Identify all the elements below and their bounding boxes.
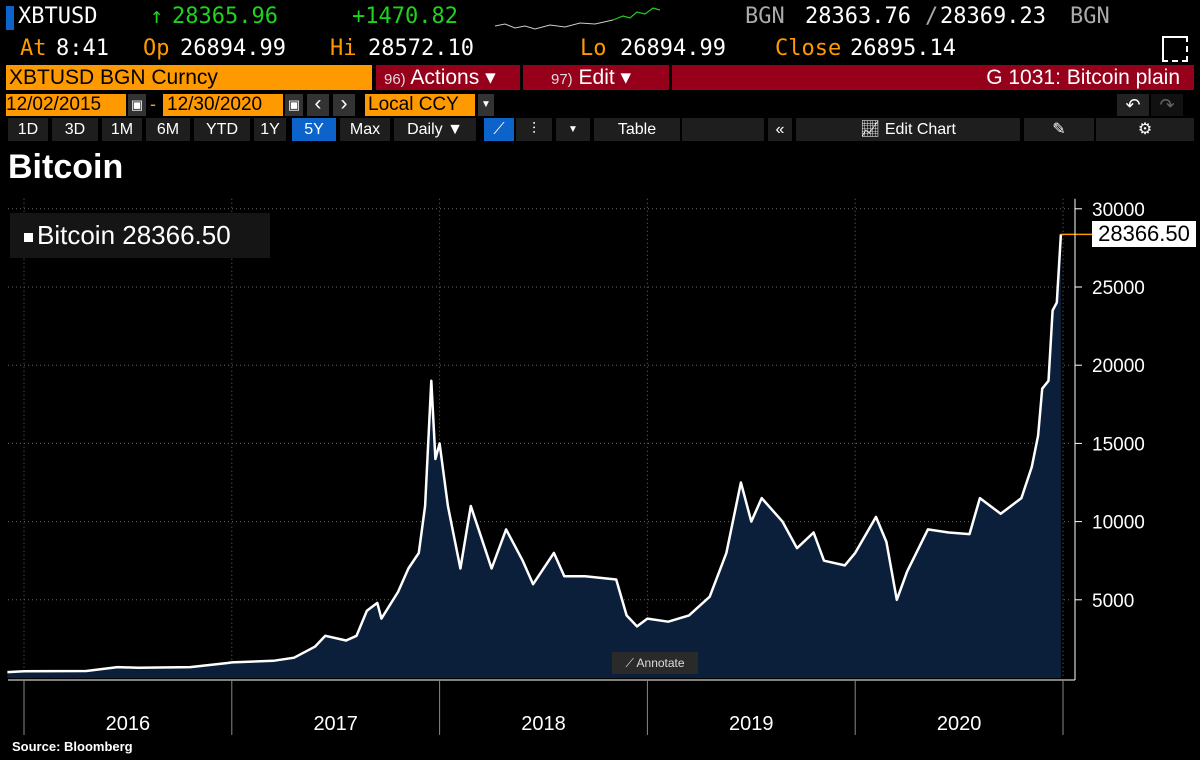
redo-icon[interactable]: ↷ <box>1151 94 1183 116</box>
period-6m[interactable]: 6M <box>146 118 190 141</box>
calendar-icon[interactable]: ▣ <box>128 94 146 116</box>
settings-gear-icon[interactable]: ⚙ <box>1096 118 1194 141</box>
period-1y[interactable]: 1Y <box>254 118 286 141</box>
chart-title: Bitcoin <box>8 148 124 186</box>
low-value: 26894.99 <box>620 36 726 61</box>
chart-name: G 1031: Bitcoin plain <box>672 65 1194 90</box>
x-tick-label: 2018 <box>521 713 566 735</box>
x-tick-label: 2017 <box>313 713 358 735</box>
y-tick-label: 25000 <box>1092 278 1145 299</box>
edit-number: 97) <box>551 71 573 88</box>
table-button[interactable]: Table <box>594 118 680 141</box>
date-dash: - <box>150 94 156 114</box>
collapse-button[interactable]: « <box>768 118 792 141</box>
open-value: 26894.99 <box>180 36 286 61</box>
last-value-label: 28366.50 <box>1092 221 1196 247</box>
price-chart: 5000 10000 15000 20000 25000 30000 2016 2017 201… <box>7 198 1145 735</box>
period-ytd[interactable]: YTD <box>194 118 250 141</box>
y-tick-label: 15000 <box>1092 434 1145 455</box>
y-tick-label: 20000 <box>1092 356 1145 377</box>
x-tick-label: 2019 <box>729 713 774 735</box>
bar-chart-icon[interactable]: ⫶ <box>516 118 552 141</box>
annotate-button[interactable]: ⟋ Annotate <box>612 652 698 674</box>
low-label: Lo <box>580 36 607 61</box>
period-max[interactable]: Max <box>340 118 390 141</box>
y-tick-label: 5000 <box>1092 591 1134 612</box>
net-change: +1470.82 <box>352 4 458 29</box>
open-label: Op <box>143 36 170 61</box>
calendar-icon[interactable]: ▣ <box>285 94 303 116</box>
undock-icon[interactable] <box>1162 36 1188 62</box>
toolbar-spacer <box>682 118 764 141</box>
currency-dropdown-icon[interactable]: ▼ <box>478 94 494 116</box>
annotate-label: Annotate <box>636 656 685 670</box>
separator: / <box>925 4 939 29</box>
edit-button[interactable]: 97) Edit ▾ <box>523 65 669 90</box>
legend-label: Bitcoin 28366.50 <box>37 220 231 250</box>
legend-swatch <box>24 232 33 242</box>
end-date-input[interactable]: 12/30/2020 <box>163 94 283 116</box>
actions-label: Actions ▾ <box>410 66 496 89</box>
currency-select[interactable]: Local CCY <box>365 94 475 116</box>
start-date-input[interactable]: 12/02/2015 <box>6 94 126 116</box>
last-price: 28365.96 <box>172 4 278 29</box>
period-5y[interactable]: 5Y <box>292 118 336 141</box>
ask-source: BGN <box>1070 4 1110 29</box>
actions-button[interactable]: 96) Actions ▾ <box>376 65 520 90</box>
close-label: Close <box>775 36 842 61</box>
period-1d[interactable]: 1D <box>8 118 48 141</box>
prev-button[interactable]: ‹ <box>307 93 329 116</box>
ask: 28369.23 <box>940 4 1046 29</box>
edit-chart-button[interactable]: 📈︎ Edit Chart <box>796 118 1020 141</box>
up-arrow-icon: ↑ <box>150 4 164 29</box>
high-label: Hi <box>330 36 357 61</box>
at-label: At <box>20 36 47 61</box>
line-chart-icon[interactable]: ⟋ <box>484 118 514 141</box>
close-value: 26895.14 <box>850 36 956 61</box>
edit-chart-icon: 📈︎ <box>860 121 885 138</box>
y-tick-label: 30000 <box>1092 200 1145 221</box>
security-field[interactable]: XBTUSD BGN Curncy <box>6 65 372 90</box>
edit-label: Edit ▾ <box>578 66 632 89</box>
annotate-tool-icon[interactable]: ✎ <box>1024 118 1094 141</box>
at-time: 8:41 <box>56 36 109 61</box>
undo-icon[interactable]: ↶ <box>1117 94 1149 116</box>
bid-source: BGN <box>745 4 785 29</box>
ticker: XBTUSD <box>18 4 98 29</box>
high-value: 28572.10 <box>368 36 474 61</box>
x-tick-label: 2016 <box>106 713 151 735</box>
period-3d[interactable]: 3D <box>52 118 98 141</box>
price-area <box>7 234 1061 679</box>
source-note: Source: Bloomberg <box>12 739 133 754</box>
bid: 28363.76 <box>805 4 911 29</box>
x-tick-label: 2020 <box>937 713 982 735</box>
period-1m[interactable]: 1M <box>102 118 142 141</box>
chart-type-dropdown-icon[interactable]: ▼ <box>556 118 590 141</box>
sparkline <box>495 7 660 30</box>
frequency-select[interactable]: Daily ▼ <box>394 118 476 141</box>
legend[interactable]: Bitcoin 28366.50 <box>10 213 270 258</box>
edit-chart-label: Edit Chart <box>884 121 956 138</box>
actions-number: 96) <box>384 71 406 88</box>
next-button[interactable]: › <box>333 93 355 116</box>
ticker-marker <box>6 6 14 30</box>
y-tick-label: 10000 <box>1092 513 1145 534</box>
